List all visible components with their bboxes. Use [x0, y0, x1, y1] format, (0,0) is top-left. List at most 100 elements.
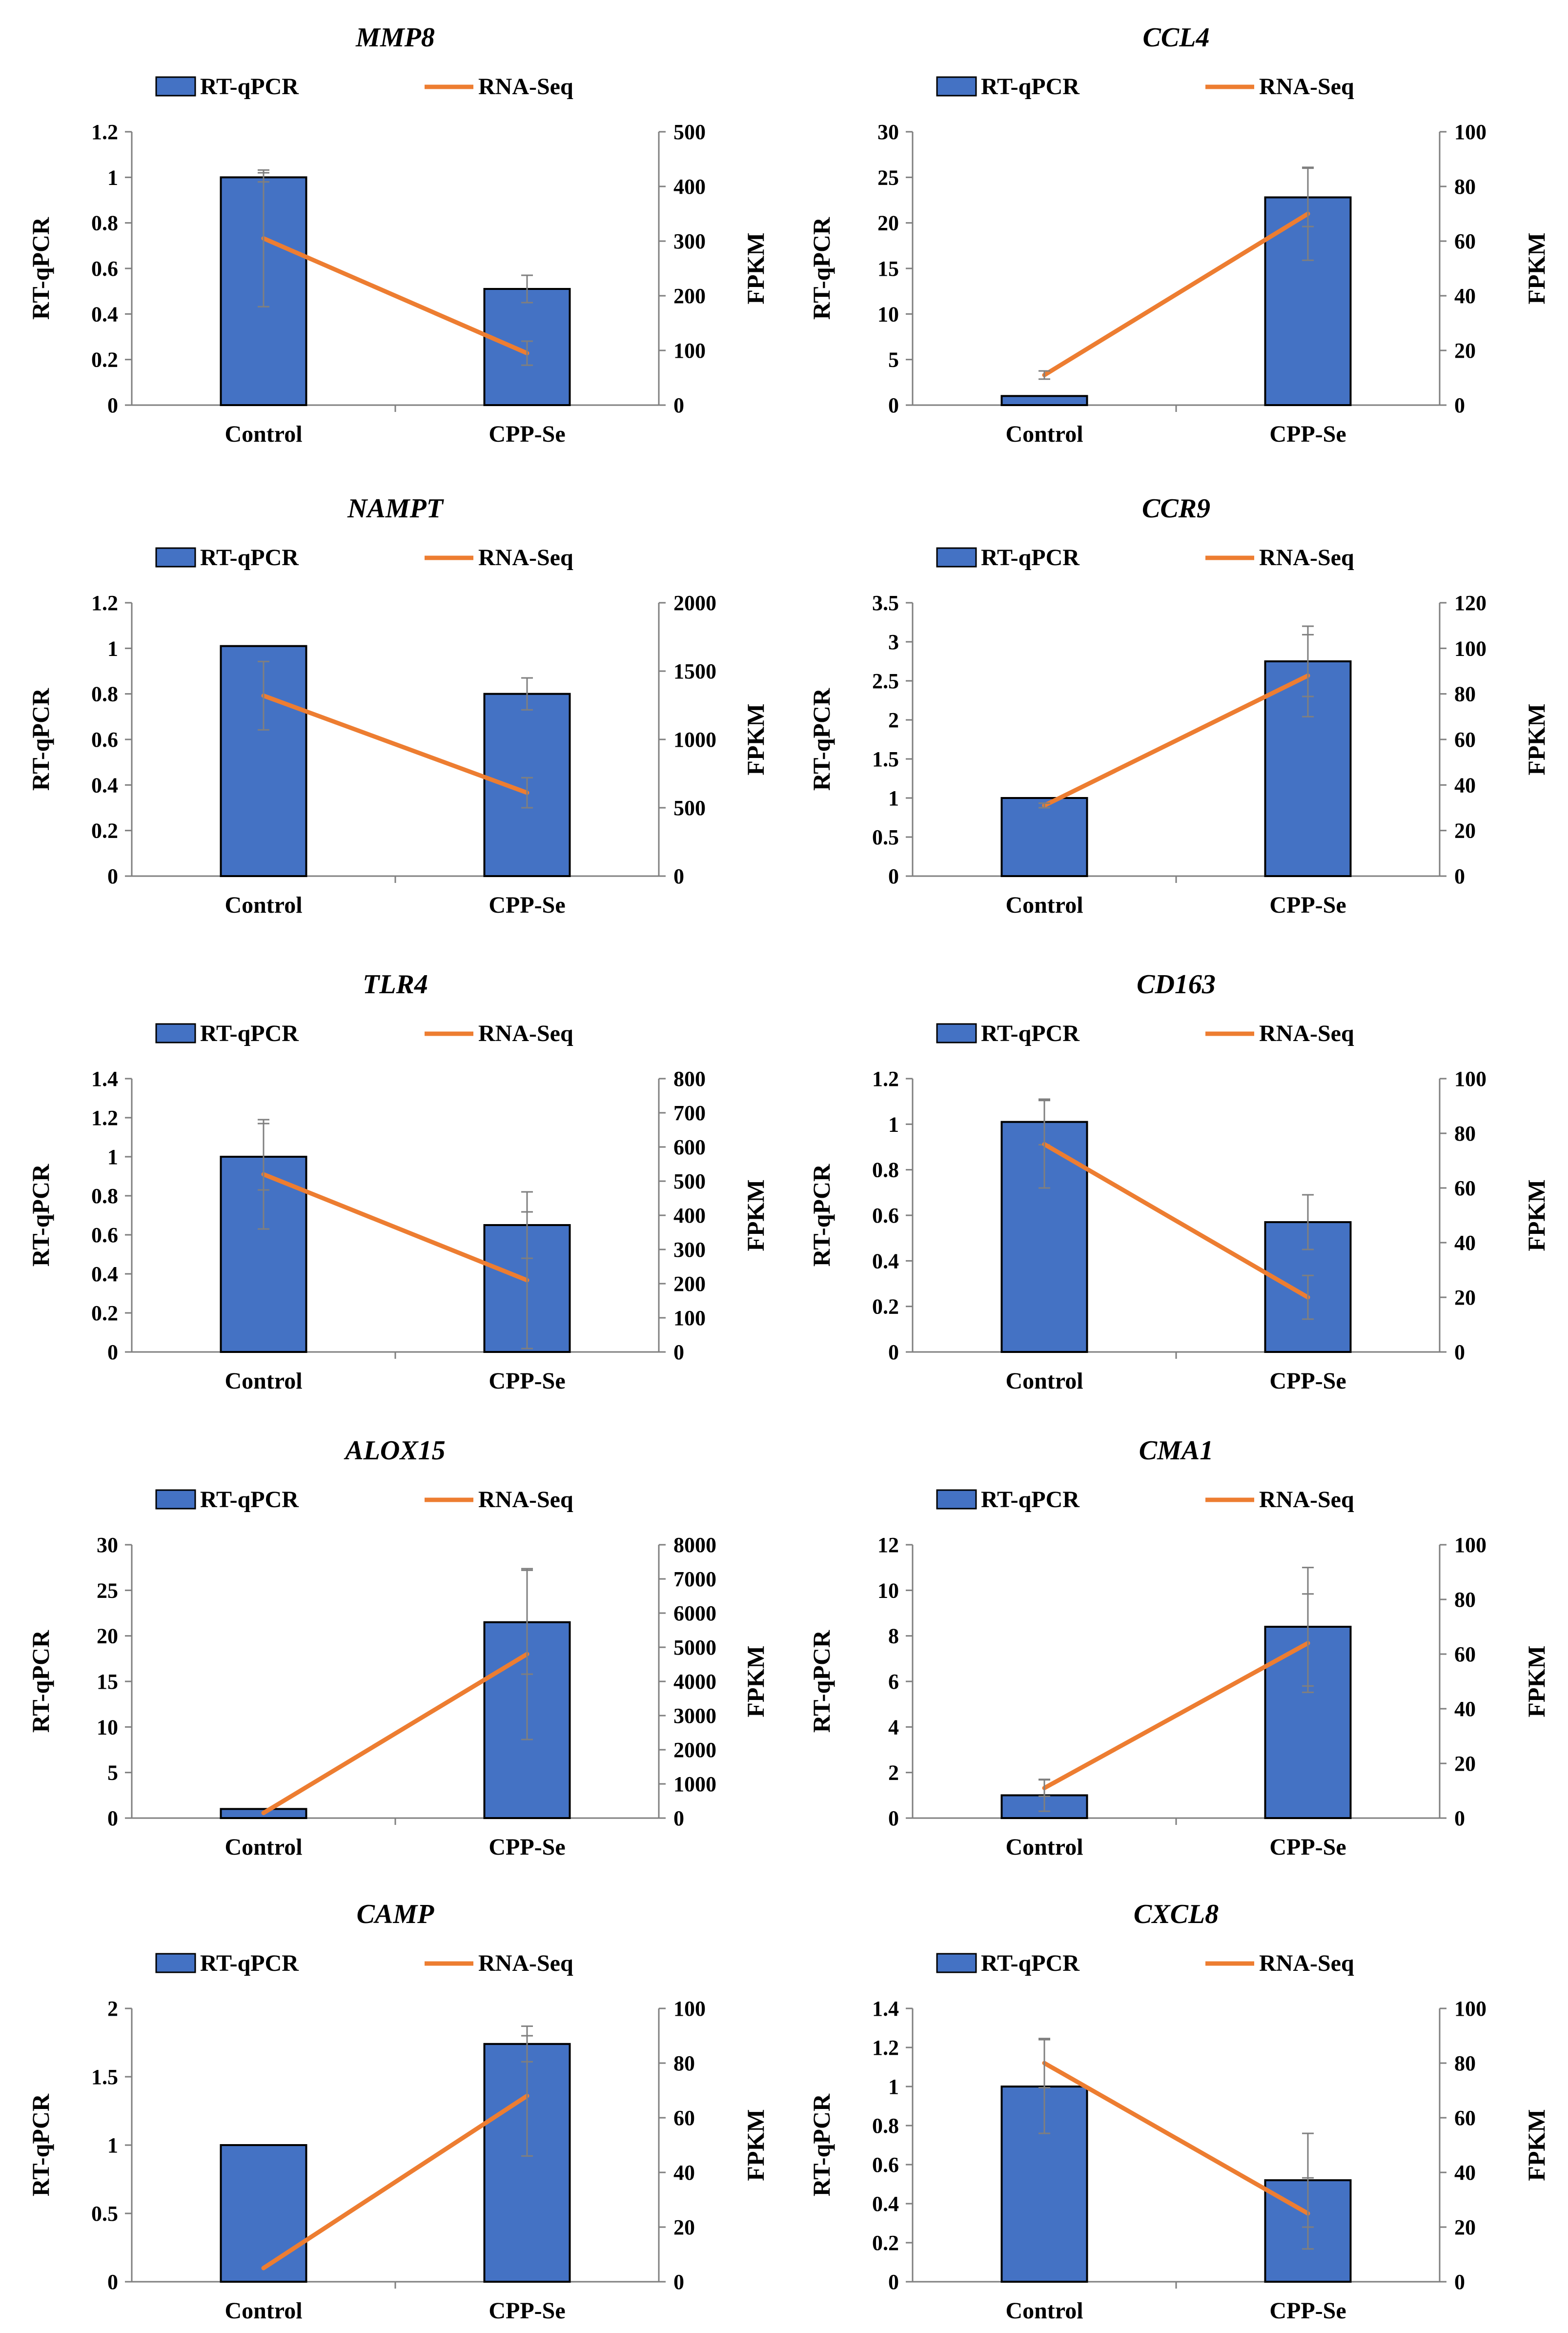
bar	[1000, 797, 1088, 877]
left-tick-label: 2.5	[872, 669, 899, 693]
right-tick-label: 1000	[673, 1772, 716, 1796]
legend-bar-label: RT-qPCR	[200, 1487, 299, 1513]
right-tick-label: 20	[1454, 1752, 1476, 1776]
legend-line-label: RNA-Seq	[1259, 545, 1354, 571]
line-series	[261, 2093, 529, 2271]
left-tick-label: 1	[107, 1145, 118, 1169]
right-tick-label: 200	[673, 284, 706, 308]
right-tick-label: 100	[1454, 1533, 1487, 1557]
left-tick-label: 0.4	[872, 2192, 899, 2216]
left-tick-label: 0.2	[91, 1301, 118, 1325]
left-tick-label: 30	[97, 1533, 118, 1557]
right-tick-label: 1500	[673, 659, 716, 683]
chart-title: CAMP	[357, 1899, 434, 1929]
chart-panel-tlr4: TLR4 RT-qPCR RNA-Seq 0 0.2 0.4 0.6 0.8 1 1.2 1.4 0 1…	[27, 969, 769, 1394]
right-tick-label: 40	[1454, 1231, 1476, 1255]
chart-title: ALOX15	[344, 1435, 445, 1466]
legend: RT-qPCR RNA-Seq	[936, 1487, 1354, 1513]
category-label: Control	[1005, 892, 1083, 918]
right-tick-label: 400	[673, 1204, 706, 1228]
right-tick-label: 3000	[673, 1704, 716, 1728]
left-tick-label: 0.5	[91, 2202, 118, 2226]
right-axis-title: FPKM	[1523, 2109, 1550, 2181]
chart-panel-cma1: CMA1 RT-qPCR RNA-Seq 0 2 4 6 8 10 12 0 20 40 60 80 100 R…	[808, 1435, 1550, 1860]
right-tick-label: 80	[1454, 682, 1476, 706]
category-label: Control	[224, 1368, 302, 1394]
right-tick-label: 60	[1454, 2106, 1476, 2130]
bar	[220, 2144, 307, 2283]
left-tick-label: 20	[97, 1624, 118, 1648]
left-tick-label: 0.4	[872, 1249, 899, 1273]
legend-bar-label: RT-qPCR	[981, 1021, 1080, 1046]
category-label: Control	[224, 421, 302, 447]
chart-title: CXCL8	[1134, 1899, 1219, 1929]
left-tick-label: 1	[107, 2133, 118, 2157]
left-tick-label: 1.4	[872, 1997, 899, 2021]
right-tick-label: 120	[1454, 591, 1487, 615]
left-tick-label: 0	[888, 864, 899, 888]
chart-title: CCL4	[1143, 22, 1210, 53]
right-tick-label: 300	[673, 1238, 706, 1262]
left-tick-label: 20	[877, 211, 899, 235]
right-axis-title: FPKM	[742, 232, 769, 304]
right-tick-label: 0	[673, 1340, 684, 1364]
line-series	[261, 693, 529, 795]
right-tick-label: 20	[1454, 819, 1476, 843]
left-tick-label: 0.2	[91, 348, 118, 372]
left-tick-label: 30	[877, 120, 899, 144]
left-tick-label: 0.8	[872, 1158, 899, 1182]
left-axis-title: RT-qPCR	[808, 1630, 835, 1733]
left-tick-label: 15	[877, 257, 899, 281]
left-tick-label: 0	[107, 2270, 118, 2294]
right-tick-label: 0	[1454, 1806, 1465, 1830]
right-tick-label: 60	[1454, 728, 1476, 752]
legend-bar-swatch	[155, 547, 196, 568]
right-axis-title: FPKM	[742, 1645, 769, 1717]
category-label: CPP-Se	[1269, 892, 1346, 918]
left-tick-label: 1.2	[91, 1106, 118, 1130]
legend-bar-swatch	[936, 1489, 977, 1510]
left-tick-label: 1.5	[91, 2065, 118, 2089]
left-tick-label: 0.6	[91, 1223, 118, 1247]
chart-panel-nampt: NAMPT RT-qPCR RNA-Seq 0 0.2 0.4 0.6 0.8 1 1.2 0 500…	[27, 493, 769, 918]
left-tick-label: 0.6	[91, 257, 118, 281]
right-tick-label: 0	[1454, 393, 1465, 417]
legend: RT-qPCR RNA-Seq	[936, 1021, 1354, 1046]
line-series	[261, 236, 529, 356]
left-tick-label: 0.2	[872, 2231, 899, 2255]
legend-bar-swatch	[936, 1023, 977, 1044]
left-axis-title: RT-qPCR	[808, 688, 835, 791]
legend-bar-label: RT-qPCR	[200, 1021, 299, 1046]
right-tick-label: 20	[673, 2215, 695, 2239]
left-tick-label: 3.5	[872, 591, 899, 615]
legend-line-label: RNA-Seq	[1259, 74, 1354, 100]
left-tick-label: 6	[888, 1670, 899, 1694]
left-tick-label: 0	[107, 1340, 118, 1364]
left-tick-label: 0	[888, 1340, 899, 1364]
category-label: CPP-Se	[1269, 2298, 1346, 2324]
right-tick-label: 2000	[673, 591, 716, 615]
chart-panel-mmp8: MMP8 RT-qPCR RNA-Seq 0 0.2 0.4 0.6 0.8 1 1.2 0 100 2…	[27, 22, 769, 447]
left-axis-title: RT-qPCR	[808, 217, 835, 320]
legend-bar-swatch	[155, 76, 196, 97]
category-label: CPP-Se	[489, 892, 565, 918]
left-tick-label: 0	[888, 2270, 899, 2294]
legend: RT-qPCR RNA-Seq	[155, 1021, 573, 1046]
legend-line-label: RNA-Seq	[478, 74, 573, 100]
left-axis-title: RT-qPCR	[27, 2093, 54, 2196]
bar	[1000, 395, 1088, 406]
right-tick-label: 20	[1454, 339, 1476, 363]
right-tick-label: 500	[673, 120, 706, 144]
left-tick-label: 1	[107, 636, 118, 660]
left-tick-label: 1	[107, 165, 118, 189]
right-tick-label: 60	[1454, 229, 1476, 253]
chart-panel-ccr9: CCR9 RT-qPCR RNA-Seq 0 0.5 1 1.5 2 2.5 3 3.5 0 20 40 6…	[808, 493, 1550, 918]
right-axis-title: FPKM	[1523, 232, 1550, 304]
left-tick-label: 0.8	[91, 682, 118, 706]
right-tick-label: 400	[673, 175, 706, 199]
category-label: CPP-Se	[1269, 1834, 1346, 1860]
category-label: CPP-Se	[1269, 1368, 1346, 1394]
line-point	[263, 2267, 265, 2269]
chart-title: CMA1	[1139, 1435, 1214, 1466]
